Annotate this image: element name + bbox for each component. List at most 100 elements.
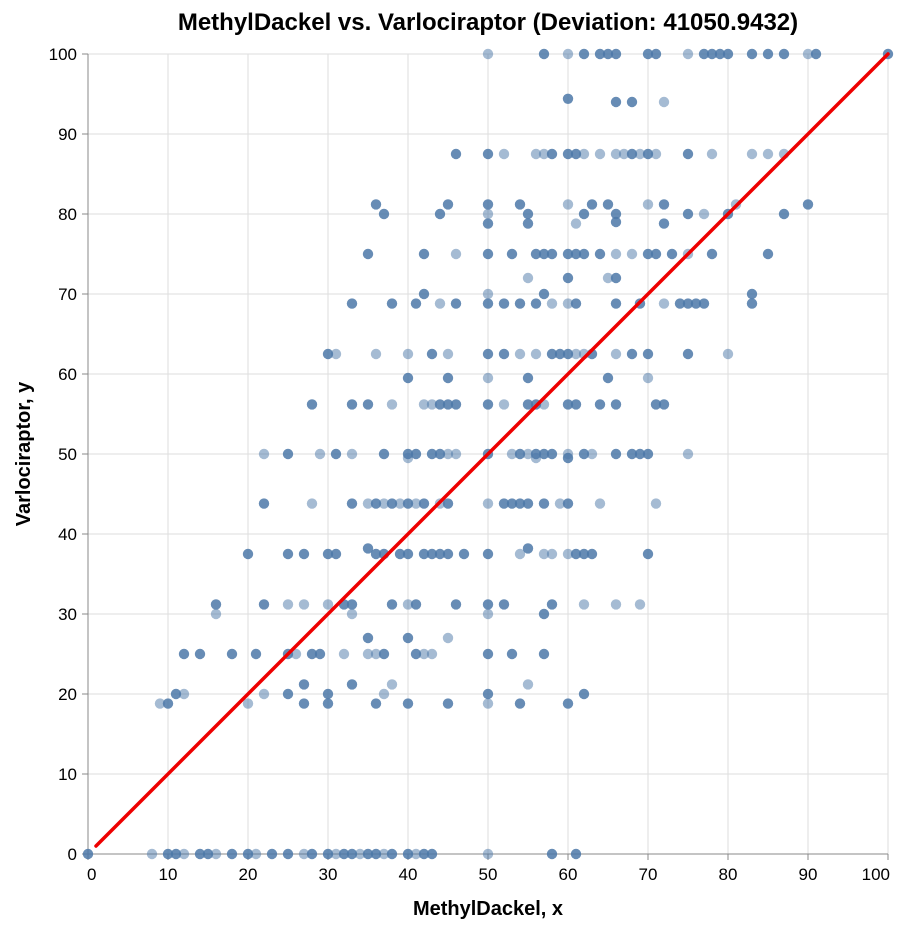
data-point (322, 548, 334, 560)
data-point (498, 348, 510, 360)
data-point (346, 679, 358, 690)
data-point (378, 648, 390, 660)
data-point (658, 399, 670, 410)
data-point (450, 599, 462, 610)
data-point (482, 599, 494, 610)
data-point (682, 148, 694, 160)
x-tick-label: 70 (639, 865, 658, 884)
data-point (610, 148, 622, 160)
data-point (482, 298, 494, 309)
data-point (594, 248, 606, 260)
data-point (450, 399, 462, 410)
data-point (626, 348, 638, 360)
data-point (578, 248, 590, 260)
data-point (370, 199, 382, 210)
data-point (410, 599, 422, 610)
data-point (650, 248, 662, 260)
data-point (410, 498, 422, 509)
data-point (514, 498, 526, 509)
data-point (298, 679, 310, 690)
data-point (626, 148, 638, 160)
data-point (162, 848, 174, 860)
data-point (402, 448, 414, 460)
data-point (546, 448, 558, 460)
data-point (802, 199, 814, 210)
data-point (306, 498, 318, 509)
data-point (378, 688, 390, 700)
data-point (482, 698, 494, 709)
data-point (442, 498, 454, 509)
data-point (370, 698, 382, 709)
data-point (546, 548, 558, 560)
data-point (594, 399, 606, 410)
data-point (322, 348, 334, 360)
data-point (578, 48, 590, 60)
data-point (402, 548, 414, 560)
data-point (178, 688, 190, 700)
y-tick-label: 40 (58, 525, 77, 544)
data-point (746, 288, 758, 300)
data-point (402, 348, 414, 360)
data-point (746, 48, 758, 60)
data-point (258, 498, 270, 509)
y-tick-label: 50 (58, 445, 77, 464)
x-tick-label: 60 (559, 865, 578, 884)
y-tick-label: 70 (58, 285, 77, 304)
reference-line (94, 52, 890, 848)
data-point (290, 648, 302, 660)
data-point (530, 298, 542, 309)
data-point (610, 348, 622, 360)
data-point (434, 548, 446, 560)
data-point (298, 698, 310, 709)
data-point (330, 448, 342, 460)
data-point (370, 548, 382, 560)
data-point (642, 348, 654, 360)
data-point (642, 548, 654, 560)
data-point (194, 648, 206, 660)
data-point (346, 399, 358, 410)
data-point (602, 48, 614, 60)
data-point (514, 298, 526, 309)
y-tick-label: 10 (58, 765, 77, 784)
data-point (562, 698, 574, 709)
data-point (442, 372, 454, 384)
data-point (146, 848, 158, 860)
data-point (242, 698, 254, 709)
y-tick-label: 30 (58, 605, 77, 624)
data-point (450, 248, 462, 260)
data-point (562, 248, 574, 260)
data-point (610, 298, 622, 309)
data-point (402, 372, 414, 384)
data-point (362, 399, 374, 410)
data-points (82, 48, 894, 860)
data-point (338, 848, 350, 860)
data-point (522, 448, 534, 460)
data-point (642, 372, 654, 384)
data-point (418, 288, 430, 300)
data-point (482, 148, 494, 160)
data-point (370, 848, 382, 860)
data-point (634, 148, 646, 160)
data-point (282, 599, 294, 610)
data-point (450, 298, 462, 309)
data-point (546, 599, 558, 610)
data-point (514, 698, 526, 709)
data-point (282, 688, 294, 700)
y-tick-label: 0 (68, 845, 77, 864)
x-tick-label: 90 (799, 865, 818, 884)
data-point (562, 298, 574, 309)
data-point (714, 48, 726, 60)
data-point (522, 543, 534, 554)
data-point (570, 218, 582, 229)
data-point (610, 448, 622, 460)
data-point (402, 698, 414, 709)
data-point (298, 599, 310, 610)
data-point (650, 399, 662, 410)
data-point (386, 679, 398, 690)
data-point (538, 288, 550, 300)
data-point (370, 498, 382, 509)
data-point (170, 688, 182, 700)
data-point (514, 548, 526, 560)
data-point (562, 498, 574, 509)
x-tick-label: 0 (87, 865, 96, 884)
